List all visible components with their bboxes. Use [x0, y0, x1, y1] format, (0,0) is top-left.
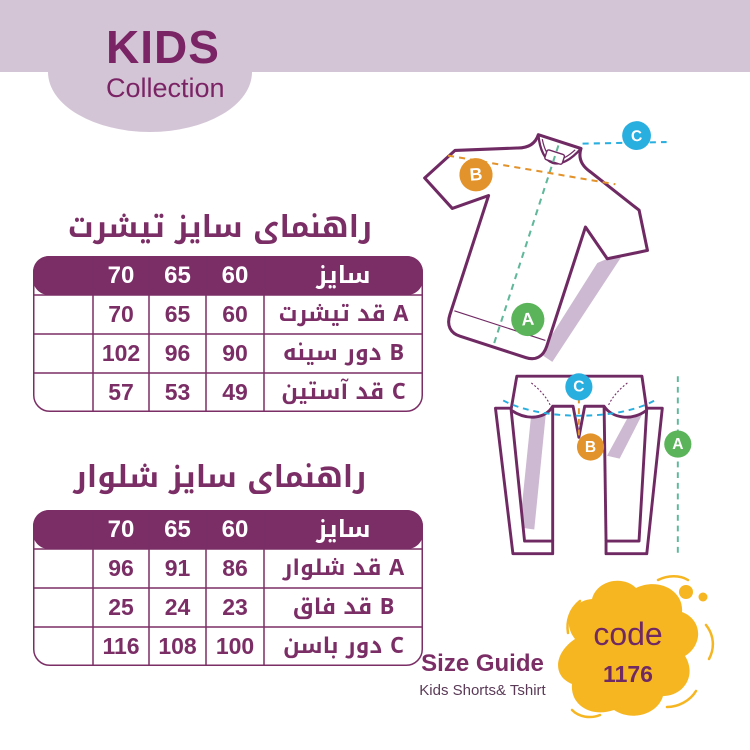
svg-text:C: C — [630, 128, 642, 146]
svg-text:A: A — [672, 436, 683, 453]
svg-text:B: B — [585, 439, 596, 456]
svg-text:A: A — [521, 309, 535, 330]
svg-text:B: B — [469, 164, 483, 185]
svg-text:C: C — [573, 379, 584, 396]
svg-text:code: code — [593, 616, 662, 652]
svg-text:1176: 1176 — [603, 661, 653, 687]
